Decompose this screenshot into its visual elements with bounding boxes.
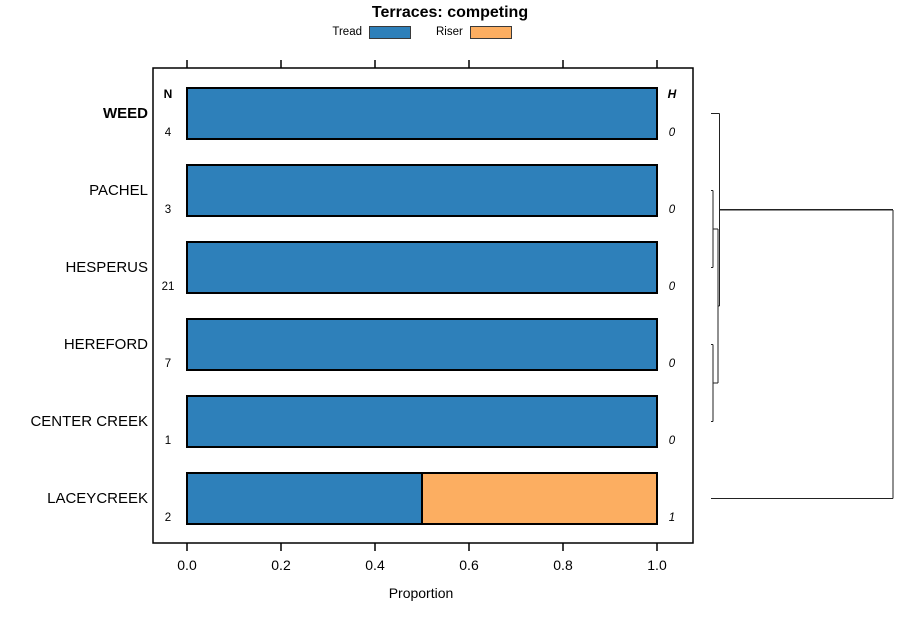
x-tick-label: 0.2 xyxy=(271,557,291,573)
bar-segment-tread xyxy=(186,241,658,294)
h-value: 0 xyxy=(668,281,676,293)
bar-segment-tread xyxy=(186,164,658,217)
x-axis-label: Proportion xyxy=(388,585,454,601)
h-value: 0 xyxy=(668,204,676,216)
x-tick-label: 0.6 xyxy=(459,557,479,573)
x-tick-label: 0.0 xyxy=(177,557,197,573)
n-value: 2 xyxy=(164,512,172,524)
site-label: HESPERUS xyxy=(65,258,148,276)
n-value: 4 xyxy=(164,127,172,139)
h-value: 1 xyxy=(668,512,676,524)
x-tick-label: 1.0 xyxy=(647,557,667,573)
site-label: CENTER CREEK xyxy=(30,412,148,430)
bar-segment-tread xyxy=(186,87,658,140)
n-value: 7 xyxy=(164,358,172,370)
legend-label-riser: Riser xyxy=(436,26,463,38)
n-value: 21 xyxy=(161,281,175,293)
legend-swatch-tread xyxy=(369,26,411,39)
h-value: 0 xyxy=(668,358,676,370)
n-value: 1 xyxy=(164,435,172,447)
plot-border xyxy=(152,67,694,544)
bar-segment-riser xyxy=(421,472,658,525)
chart-title: Terraces: competing xyxy=(371,4,529,21)
x-tick-label: 0.8 xyxy=(553,557,573,573)
h-value: 0 xyxy=(668,127,676,139)
legend-swatch-riser xyxy=(470,26,512,39)
x-tick-label: 0.4 xyxy=(365,557,385,573)
site-label: PACHEL xyxy=(89,181,148,199)
site-label: WEED xyxy=(103,104,148,122)
h-value: 0 xyxy=(668,435,676,447)
legend-label-tread: Tread xyxy=(332,26,362,38)
site-label: LACEYCREEK xyxy=(47,489,148,507)
bar-segment-tread xyxy=(186,318,658,371)
site-label: HEREFORD xyxy=(63,335,148,353)
n-column-header: N xyxy=(163,87,173,101)
bar-segment-tread xyxy=(186,395,658,448)
bar-segment-tread xyxy=(186,472,423,525)
h-column-header: H xyxy=(667,87,677,101)
n-value: 3 xyxy=(164,204,172,216)
